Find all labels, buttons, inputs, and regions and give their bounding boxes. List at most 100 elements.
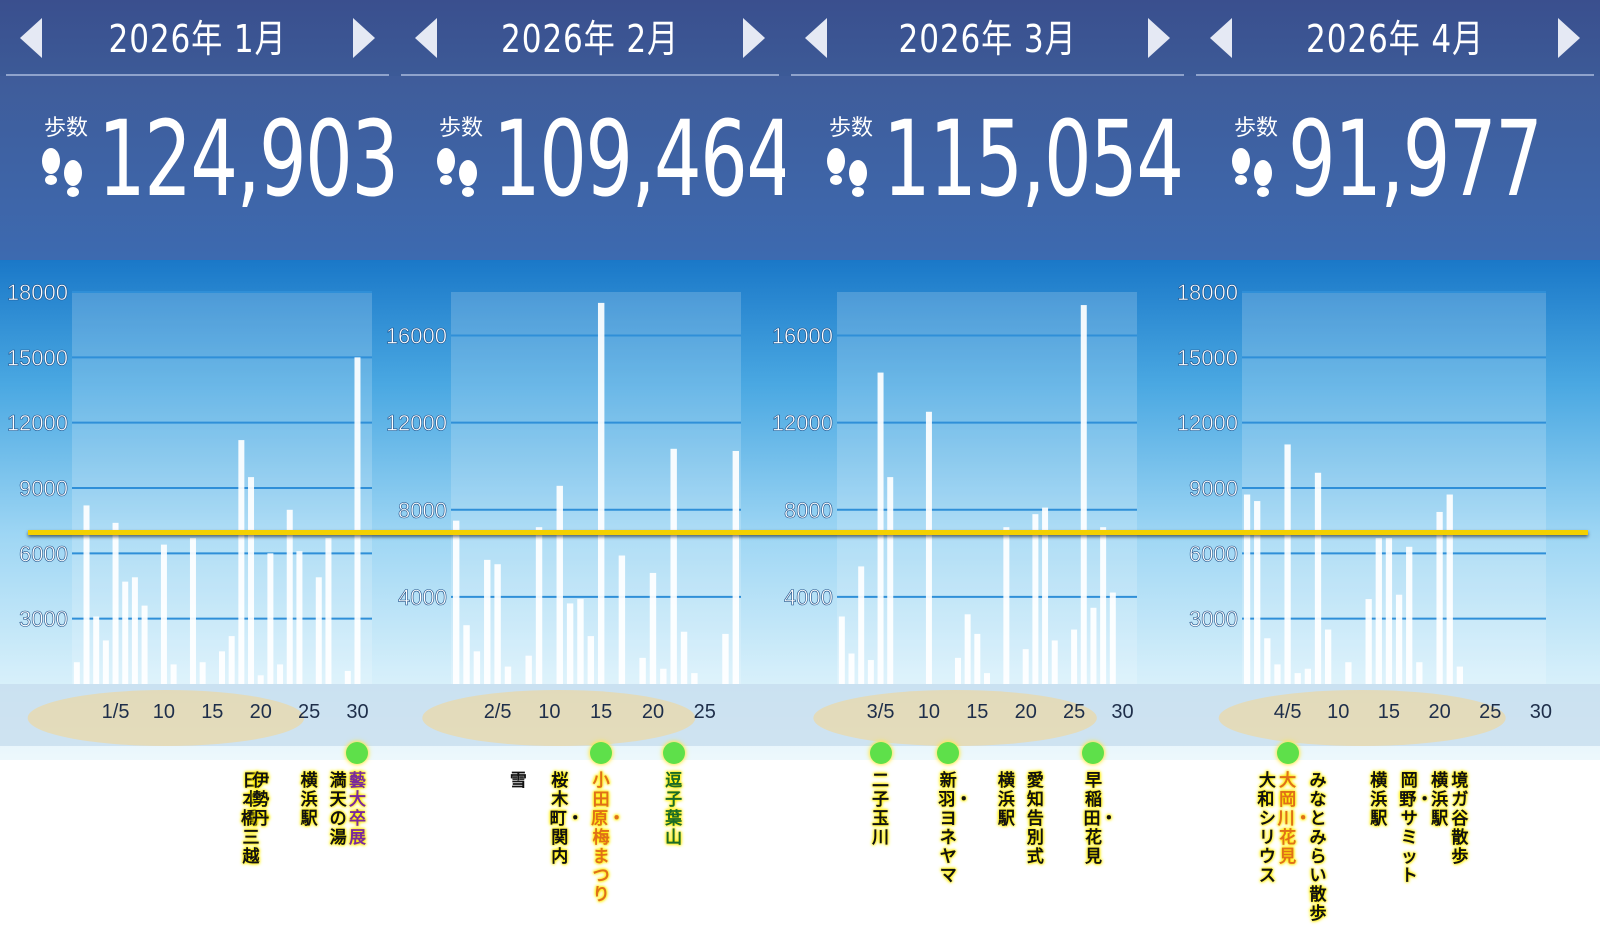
x-axis-strip <box>1190 684 1600 746</box>
x-tick-label: 10 <box>153 701 175 723</box>
bar <box>691 673 698 684</box>
bar <box>867 660 874 684</box>
bar <box>848 653 855 684</box>
event-label: 横浜駅 <box>1431 771 1449 829</box>
x-tick-label: 10 <box>918 701 940 723</box>
footprint-heel <box>830 175 842 185</box>
event-label: みなとみらい散歩 <box>1309 771 1327 924</box>
y-tick-label: 12000 <box>7 411 68 436</box>
next-month-arrow-icon[interactable] <box>353 18 375 58</box>
bar <box>219 651 225 684</box>
plot-area <box>837 292 1137 684</box>
bar <box>858 566 865 684</box>
bar <box>1304 668 1312 684</box>
month-title: 2026年 1月 <box>108 17 287 61</box>
x-tick-label: 25 <box>694 701 716 723</box>
prev-month-arrow-icon[interactable] <box>805 18 827 58</box>
footprint-right-icon <box>1252 160 1274 198</box>
next-month-arrow-icon[interactable] <box>1148 18 1170 58</box>
bar <box>452 520 460 684</box>
bar <box>1051 640 1058 684</box>
bar <box>189 538 196 684</box>
footprint-icon <box>1254 160 1272 197</box>
month-panel-feb: 2026年 2月 歩数 109,464 4000 8000 12000 16000 2/5 10… <box>386 0 794 905</box>
steps-total: 91,977 <box>1288 98 1543 220</box>
bar <box>639 657 646 684</box>
y-tick-label: 3000 <box>19 607 68 632</box>
bar <box>649 572 657 684</box>
footprint-icon <box>42 148 60 185</box>
month-panel-jan: 2026年 1月 歩数 124,903 3000 6000 9000 12000 15000 1… <box>0 0 399 867</box>
bar <box>535 527 543 684</box>
event-label: 横浜駅 <box>300 771 318 829</box>
footprint-left-icon <box>40 148 62 186</box>
bar <box>1254 501 1261 684</box>
event-label: 伊勢丹 <box>252 771 270 829</box>
y-tick-label: 16000 <box>772 324 833 349</box>
bar <box>1416 662 1423 684</box>
footprint-sole <box>1232 148 1250 174</box>
y-tick-label: 4000 <box>398 585 447 610</box>
bar <box>1395 594 1403 684</box>
header-divider <box>1196 74 1594 76</box>
x-tick-label: 1/5 <box>102 701 130 723</box>
x-tick-label: 10 <box>1327 701 1349 723</box>
event-marker-dot <box>937 742 960 764</box>
bar <box>732 450 740 684</box>
bar <box>1284 444 1291 684</box>
bar <box>1274 664 1281 684</box>
event-label: 桜木町・関内 <box>549 771 584 867</box>
bar <box>267 553 274 684</box>
y-tick-label: 3000 <box>1189 607 1238 632</box>
bar <box>344 670 351 684</box>
x-tick-label: 30 <box>1111 701 1133 723</box>
x-axis-glow <box>422 690 696 746</box>
event-label: 横浜駅 <box>1370 771 1388 829</box>
bar <box>286 509 293 684</box>
event-marker-dot <box>869 742 892 764</box>
footprint-heel <box>852 187 864 197</box>
event-label: 岡野・サミット <box>1399 771 1434 886</box>
steps-summary: 歩数 109,464 <box>395 76 794 260</box>
event-label: 雪 <box>509 771 527 791</box>
bar <box>1406 546 1413 684</box>
bar <box>925 411 932 684</box>
prev-month-arrow-icon[interactable] <box>20 18 42 58</box>
x-axis-strip <box>785 684 1190 746</box>
bar <box>473 651 481 684</box>
footprint-icon <box>849 160 867 197</box>
bar <box>660 668 667 684</box>
bar <box>1022 649 1029 684</box>
y-tick-label: 18000 <box>7 280 68 305</box>
y-tick-label: 6000 <box>19 541 68 566</box>
bar <box>670 448 677 684</box>
bar <box>83 505 90 684</box>
prev-month-arrow-icon[interactable] <box>415 18 437 58</box>
header-divider <box>6 74 389 76</box>
event-label: 早稲田・花見 <box>1083 771 1118 867</box>
next-month-arrow-icon[interactable] <box>743 18 765 58</box>
bar <box>238 440 245 684</box>
bar <box>1100 527 1107 684</box>
footprint-left-icon <box>1230 148 1252 186</box>
bar <box>296 551 303 684</box>
bar <box>325 538 332 684</box>
prev-month-arrow-icon[interactable] <box>1210 18 1232 58</box>
footprint-left-icon <box>435 148 457 186</box>
bar <box>1345 662 1352 684</box>
footprint-sole <box>1254 160 1272 186</box>
bar <box>141 605 148 684</box>
event-label: 新羽・ヨネヤマ <box>938 771 973 886</box>
footprint-heel <box>1257 187 1269 197</box>
bar <box>102 640 109 684</box>
event-marker-dot <box>662 742 685 764</box>
x-axis-strip <box>395 684 785 746</box>
bar-chart: 3000 6000 9000 12000 15000 18000 4/5 10 15 20 25 30 <box>1177 280 1600 746</box>
bar <box>1436 511 1443 684</box>
bar <box>122 581 129 684</box>
next-month-arrow-icon[interactable] <box>1558 18 1580 58</box>
event-label: 藝大卒展 <box>348 771 366 848</box>
steps-total: 124,903 <box>98 98 399 220</box>
bar <box>170 664 177 684</box>
bar <box>315 577 322 684</box>
